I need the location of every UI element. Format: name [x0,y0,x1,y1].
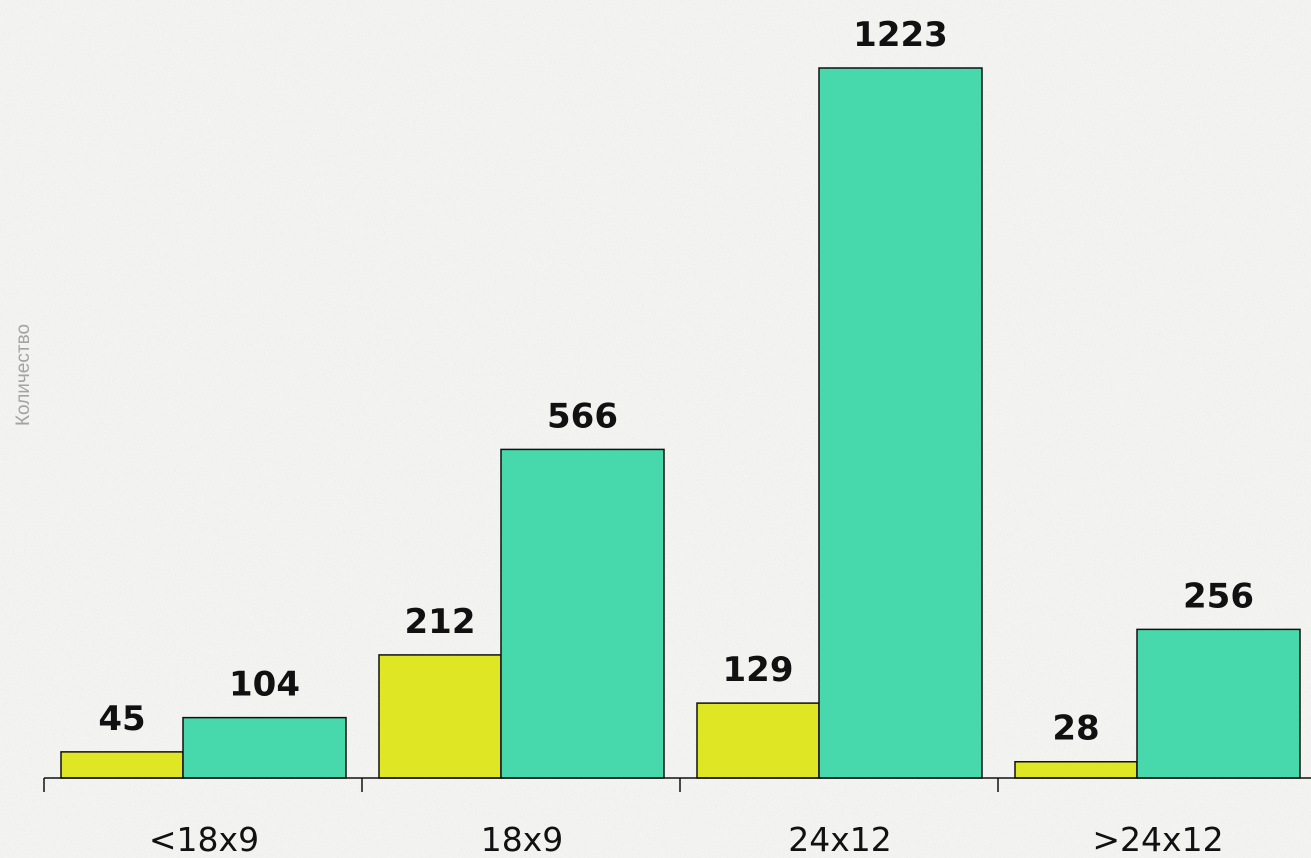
x-ticks-group [43,778,999,792]
x-tick-labels-group: <18x9 18x9 24x12 >24x12 [149,820,1224,858]
bar-series2-0 [182,716,347,779]
bar-value-label: 28 [1052,709,1099,749]
x-tick-label: <18x9 [149,820,259,858]
bar-value-label: 256 [1183,576,1254,616]
y-axis-label: Количество [13,324,34,426]
bar-series2-3 [1136,628,1301,779]
bar-value-label: 129 [723,650,794,690]
bar-series1-1 [378,654,502,779]
bars-group [60,67,1301,779]
bar-series1-3 [1014,760,1138,779]
data-labels-group: 45 104 212 566 129 1223 28 256 [98,15,1254,749]
x-tick-label: >24x12 [1092,820,1223,858]
bar-value-label: 566 [547,396,618,436]
bar-series2-2 [818,67,983,779]
bar-series1-0 [60,751,184,779]
bar-value-label: 1223 [853,15,948,55]
x-tick-label: 18x9 [481,820,564,858]
bar-series2-1 [500,448,665,779]
bar-value-label: 104 [229,665,300,705]
bar-series1-2 [696,702,820,779]
x-tick-label: 24x12 [788,820,892,858]
bar-value-label: 212 [405,602,476,642]
bar-value-label: 45 [98,699,145,739]
